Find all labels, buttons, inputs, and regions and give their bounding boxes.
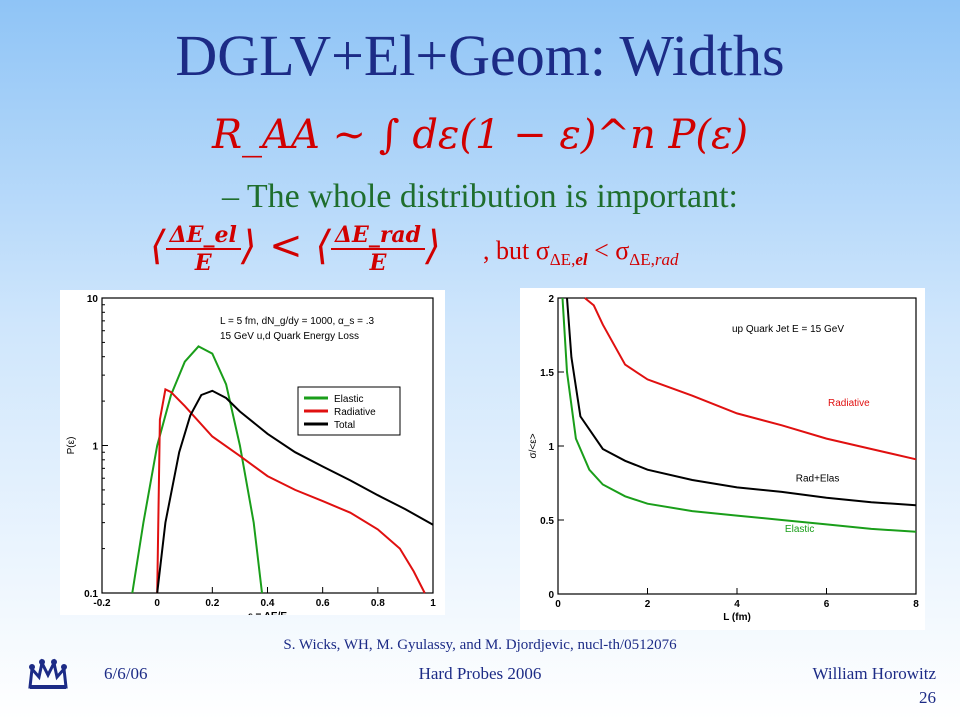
columbia-crown-logo	[26, 657, 70, 695]
x-tick-label: 2	[645, 599, 651, 610]
x-tick-label: 0.6	[316, 598, 330, 609]
page-number: 26	[919, 688, 936, 707]
y-tick-label: 2	[548, 294, 554, 305]
x-tick-label: -0.2	[93, 598, 111, 609]
series-label: Radiative	[828, 398, 870, 409]
chart-annotation: L = 5 fm, dN_g/dy = 1000, α_s = .3	[220, 316, 375, 327]
chart-annotation: up Quark Jet E = 15 GeV	[732, 324, 844, 335]
x-tick-label: 4	[734, 599, 740, 610]
x-tick-label: 0	[154, 598, 160, 609]
y-axis-label: P(ε)	[66, 437, 77, 455]
legend-label: Elastic	[334, 394, 363, 405]
el-fraction: ΔE_el E	[165, 222, 241, 276]
series-line-elastic	[561, 297, 917, 533]
inequality-math: ⟨ ΔE_el E ⟩ < ⟨ ΔE_rad E ⟩	[150, 222, 441, 276]
y-tick-label: 0.5	[540, 516, 554, 527]
series-label: Rad+Elas	[796, 474, 840, 485]
series-line-radiative	[156, 387, 426, 594]
y-tick-label: 10	[87, 294, 99, 305]
raa-formula: R_AA ~ ∫ dε(1 − ε)^n P(ε)	[0, 112, 960, 158]
formula-text: R_AA ~ ∫ dε(1 − ε)^n P(ε)	[211, 112, 749, 158]
slide-title: DGLV+El+Geom: Widths	[175, 23, 785, 88]
y-tick-label: 0	[548, 590, 554, 601]
footer-event: Hard Probes 2006	[418, 664, 542, 683]
sigma-comparison: , but σΔE,el < σΔE,rad	[483, 236, 679, 270]
plot-frame	[101, 297, 434, 594]
y-tick-label: 1	[548, 442, 554, 453]
x-tick-label: 0.4	[261, 598, 275, 609]
series-line-total	[156, 389, 434, 594]
footer-date: 6/6/06	[104, 664, 148, 683]
x-tick-label: 6	[824, 599, 830, 610]
p-epsilon-chart: -0.2 0 0.2 0.4 0.6 0.8 1 0.1 1 10 ε = ΔE/E P(ε) L = …	[66, 294, 436, 622]
y-tick-label: 1.5	[540, 368, 554, 379]
x-tick-label: 8	[913, 599, 919, 610]
x-axis-label: ε = ΔE/E	[248, 611, 287, 615]
rad-fraction: ΔE_rad E	[330, 222, 426, 276]
left-chart-panel: -0.2 0 0.2 0.4 0.6 0.8 1 0.1 1 10 ε = ΔE/E P(ε) L = …	[60, 290, 445, 622]
x-tick-label: 0.2	[205, 598, 219, 609]
bullet-text: – The whole distribution is important:	[222, 178, 738, 215]
y-axis-label: σ/<ε>	[528, 433, 539, 458]
x-axis-label: L (fm)	[723, 612, 751, 623]
series-line-elastic	[131, 345, 263, 594]
y-tick-label: 1	[92, 442, 98, 453]
x-tick-label: 1	[430, 598, 436, 609]
x-tick-label: 0.8	[371, 598, 385, 609]
series-line-rad-elas	[566, 297, 917, 507]
x-tick-label: 0	[555, 599, 561, 610]
right-chart-panel: 0 2 4 6 8 0 0.5 1 1.5 2 L (fm) σ/<ε> up Quark Jet E …	[520, 288, 925, 630]
sigma-over-eps-chart: 0 2 4 6 8 0 0.5 1 1.5 2 L (fm) σ/<ε> up Quark Jet E …	[528, 294, 919, 623]
footer-author: William Horowitz	[812, 664, 936, 683]
legend-label: Radiative	[334, 407, 376, 418]
legend-label: Total	[334, 420, 355, 431]
series-label: Elastic	[785, 524, 814, 535]
y-tick-label: 0.1	[84, 589, 98, 600]
citation: S. Wicks, WH, M. Gyulassy, and M. Djordj…	[283, 637, 677, 653]
chart-annotation: 15 GeV u,d Quark Energy Loss	[220, 331, 359, 342]
series-line-radiative	[584, 297, 917, 461]
